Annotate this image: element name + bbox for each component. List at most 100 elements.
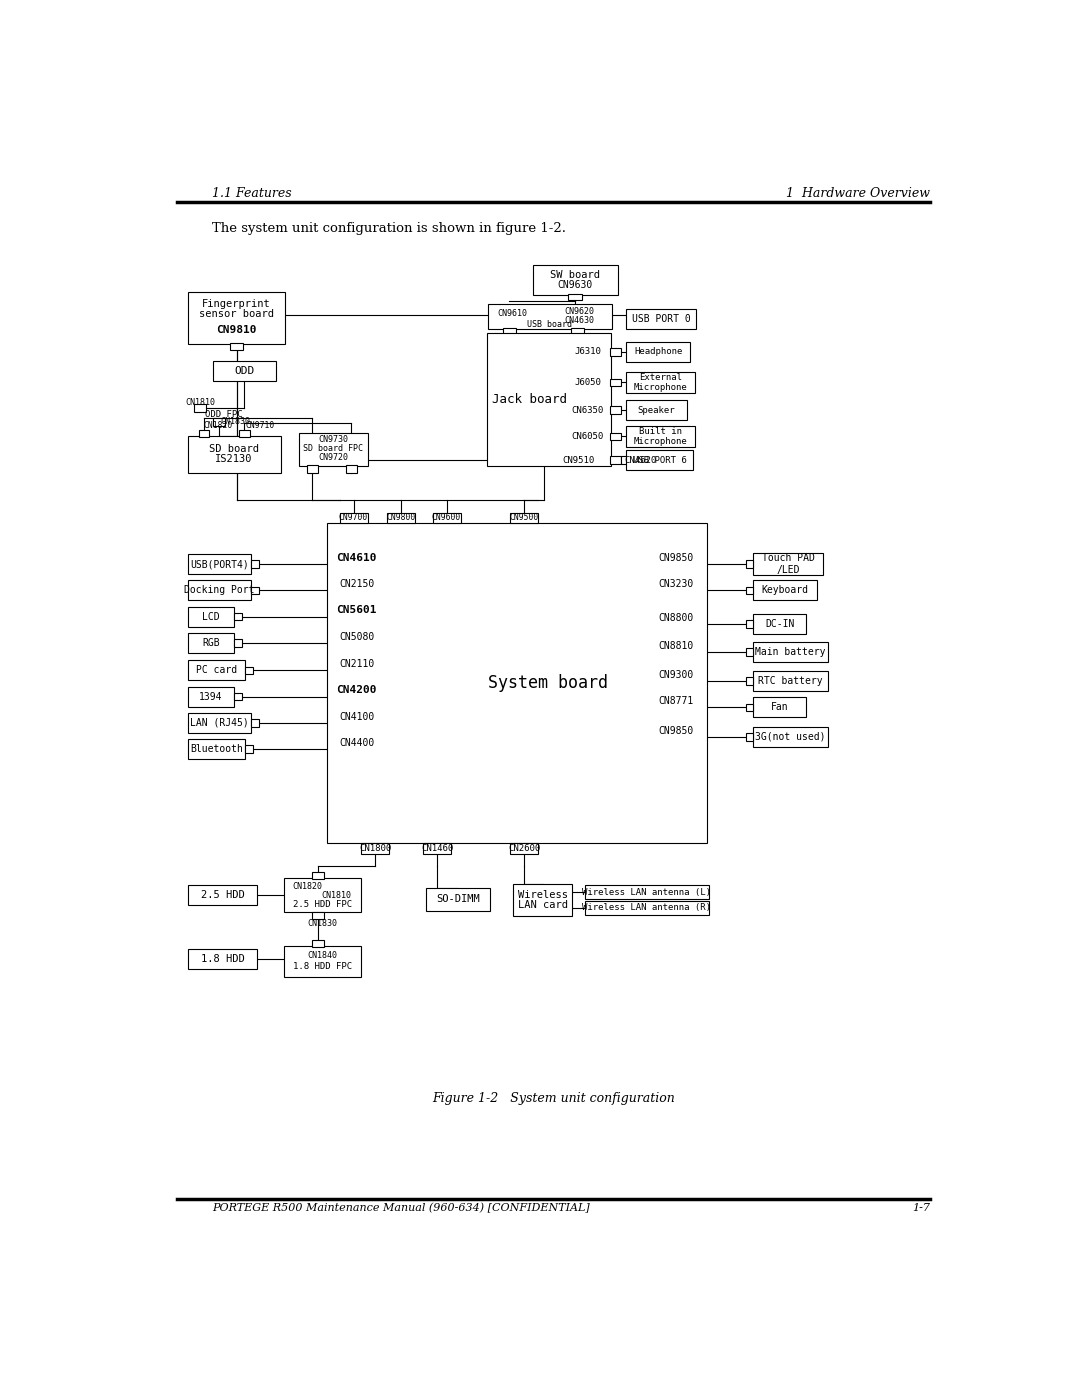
- Text: CN4100: CN4100: [339, 711, 375, 722]
- Text: 1.8 HDD FPC: 1.8 HDD FPC: [293, 961, 352, 971]
- Bar: [610, 433, 621, 440]
- Bar: [252, 587, 259, 594]
- Text: SD board FPC: SD board FPC: [303, 444, 363, 453]
- Text: Main battery: Main battery: [755, 647, 826, 657]
- Bar: [754, 580, 816, 601]
- Bar: [362, 842, 389, 854]
- Text: PC card: PC card: [195, 665, 237, 676]
- Text: CN4630: CN4630: [564, 316, 594, 326]
- Bar: [188, 739, 245, 759]
- Text: RTC battery: RTC battery: [758, 676, 823, 686]
- Bar: [307, 465, 318, 472]
- Bar: [339, 513, 367, 524]
- Text: Wireless: Wireless: [517, 890, 568, 900]
- Text: CN2600: CN2600: [508, 844, 540, 852]
- Text: Docking Port: Docking Port: [185, 585, 255, 595]
- Bar: [754, 697, 806, 718]
- Bar: [626, 426, 694, 447]
- Text: CN2110: CN2110: [339, 659, 375, 669]
- Text: CN4200: CN4200: [336, 686, 377, 696]
- Text: CN6050: CN6050: [571, 432, 604, 441]
- Bar: [626, 372, 694, 393]
- Text: CN9720: CN9720: [319, 454, 349, 462]
- Bar: [510, 842, 538, 854]
- Text: The system unit configuration is shown in figure 1-2.: The system unit configuration is shown i…: [213, 222, 567, 235]
- Bar: [754, 671, 828, 692]
- Text: CN9630: CN9630: [557, 279, 593, 289]
- Text: Fingerprint: Fingerprint: [202, 299, 271, 309]
- Text: CN4610: CN4610: [336, 553, 377, 563]
- Text: 1-7: 1-7: [913, 1203, 930, 1213]
- Bar: [312, 872, 324, 879]
- Text: CN8800: CN8800: [659, 613, 693, 623]
- Text: CN9610: CN9610: [498, 309, 527, 317]
- Text: CN8810: CN8810: [659, 641, 693, 651]
- Text: CN9510: CN9510: [563, 455, 594, 465]
- Bar: [626, 400, 687, 420]
- Text: System board: System board: [488, 675, 608, 692]
- Bar: [503, 328, 515, 334]
- Bar: [188, 555, 252, 574]
- Text: CN1830: CN1830: [308, 918, 338, 928]
- Text: Fan: Fan: [771, 703, 788, 712]
- Text: Built in
Microphone: Built in Microphone: [634, 426, 687, 446]
- Bar: [245, 666, 253, 675]
- Bar: [252, 719, 259, 726]
- Text: SO-DIMM: SO-DIMM: [436, 894, 480, 904]
- Text: CN2150: CN2150: [339, 580, 375, 590]
- Text: LAN (RJ45): LAN (RJ45): [190, 718, 248, 728]
- Bar: [284, 879, 362, 912]
- Bar: [532, 265, 618, 295]
- Bar: [234, 613, 242, 620]
- Text: 1.8 HDD: 1.8 HDD: [201, 954, 244, 964]
- Text: ODD: ODD: [234, 366, 255, 376]
- Bar: [433, 513, 460, 524]
- Text: CN9620: CN9620: [564, 307, 594, 316]
- Text: IS2130: IS2130: [215, 454, 253, 464]
- Bar: [745, 704, 754, 711]
- Bar: [213, 418, 225, 426]
- Text: PORTEGE R500 Maintenance Manual (960-634) [CONFIDENTIAL]: PORTEGE R500 Maintenance Manual (960-634…: [213, 1203, 591, 1213]
- Bar: [188, 292, 285, 344]
- Text: Headphone: Headphone: [634, 348, 683, 356]
- Bar: [188, 949, 257, 970]
- Bar: [626, 450, 693, 471]
- Bar: [621, 457, 660, 464]
- Text: CN1460: CN1460: [421, 844, 454, 852]
- Bar: [754, 726, 828, 746]
- Bar: [188, 884, 257, 904]
- Bar: [626, 342, 690, 362]
- Bar: [346, 465, 356, 472]
- Bar: [188, 712, 252, 733]
- Bar: [610, 407, 621, 414]
- Text: SW board: SW board: [550, 270, 600, 279]
- Bar: [188, 436, 281, 474]
- Bar: [312, 912, 324, 919]
- Bar: [568, 293, 582, 300]
- Text: CN1810: CN1810: [185, 398, 215, 407]
- Text: Wireless LAN antenna (R): Wireless LAN antenna (R): [582, 902, 711, 912]
- Bar: [488, 305, 611, 328]
- Text: CN9600: CN9600: [432, 514, 461, 522]
- Text: CN9710: CN9710: [246, 420, 275, 430]
- Bar: [610, 457, 621, 464]
- Text: 1394: 1394: [199, 692, 222, 701]
- Text: CN5080: CN5080: [339, 631, 375, 641]
- Text: CN1830: CN1830: [220, 418, 251, 426]
- Text: Keyboard: Keyboard: [761, 585, 809, 595]
- Text: RGB: RGB: [202, 637, 219, 648]
- Text: LAN card: LAN card: [517, 900, 568, 911]
- Text: 2.5 HDD FPC: 2.5 HDD FPC: [293, 900, 352, 909]
- Text: 1  Hardware Overview: 1 Hardware Overview: [786, 187, 930, 200]
- Bar: [584, 901, 708, 915]
- Text: 2.5 HDD: 2.5 HDD: [201, 890, 244, 900]
- Text: CN9300: CN9300: [659, 671, 693, 680]
- Bar: [745, 560, 754, 569]
- Text: USB(PORT4): USB(PORT4): [190, 559, 248, 569]
- Text: External
Microphone: External Microphone: [634, 373, 687, 393]
- Text: DC-IN: DC-IN: [765, 619, 795, 629]
- Bar: [199, 430, 210, 437]
- Bar: [245, 745, 253, 753]
- Text: J6310: J6310: [575, 348, 602, 356]
- Bar: [327, 524, 707, 842]
